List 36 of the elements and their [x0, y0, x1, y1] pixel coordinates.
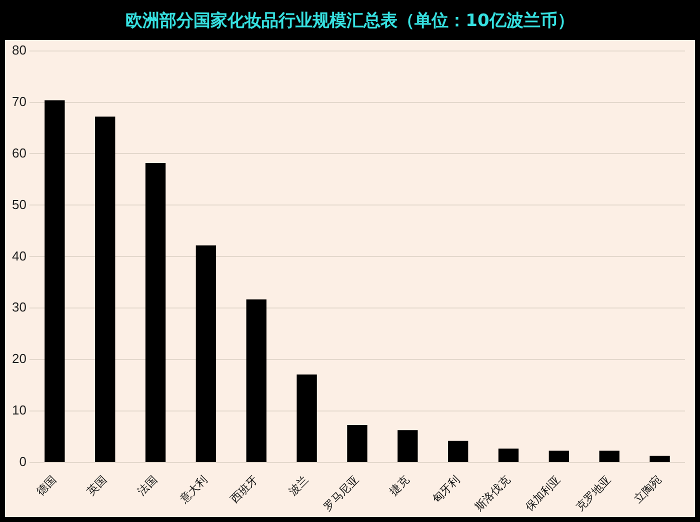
- y-tick-label: 70: [12, 94, 26, 109]
- bar: [650, 456, 670, 462]
- y-tick-label: 40: [12, 248, 26, 264]
- bar: [398, 430, 418, 462]
- y-tick-label: 50: [12, 196, 26, 212]
- x-tick-label: 西班牙: [228, 473, 261, 506]
- bar: [548, 450, 570, 462]
- x-tick-label: 法国: [134, 473, 160, 498]
- x-tick-label: 波兰: [286, 473, 311, 498]
- y-tick-label: 80: [12, 42, 26, 58]
- bar: [145, 163, 166, 462]
- x-tick-label: 罗马尼亚: [321, 473, 362, 514]
- x-tick-label: 保加利亚: [522, 473, 564, 514]
- bar: [196, 245, 216, 462]
- y-tick-label: 60: [12, 145, 26, 160]
- x-tick-label: 匈牙利: [430, 473, 462, 506]
- x-tick-label: 德国: [34, 473, 59, 498]
- bar: [246, 299, 266, 462]
- x-tick-label: 立陶宛: [631, 473, 664, 506]
- bar: [296, 374, 317, 462]
- chart-title: 欧洲部分国家化妆品行业规模汇总表（单位：10亿波兰币）: [124, 10, 576, 32]
- x-tick-label: 意大利: [176, 473, 210, 506]
- bar: [95, 116, 116, 462]
- bar: [347, 424, 368, 462]
- bar: [448, 440, 468, 462]
- bar: [498, 448, 519, 462]
- bar: [599, 450, 620, 462]
- bar: [44, 100, 65, 462]
- y-tick-label: 30: [12, 300, 26, 315]
- y-tick-label: 10: [12, 402, 26, 418]
- y-tick-label: 20: [12, 351, 26, 366]
- x-tick-label: 捷克: [387, 473, 412, 498]
- x-tick-label: 斯洛伐克: [472, 473, 513, 514]
- x-tick-label: 英国: [84, 473, 110, 498]
- y-tick-label: 0: [19, 454, 26, 470]
- x-tick-label: 克罗地亚: [573, 473, 614, 514]
